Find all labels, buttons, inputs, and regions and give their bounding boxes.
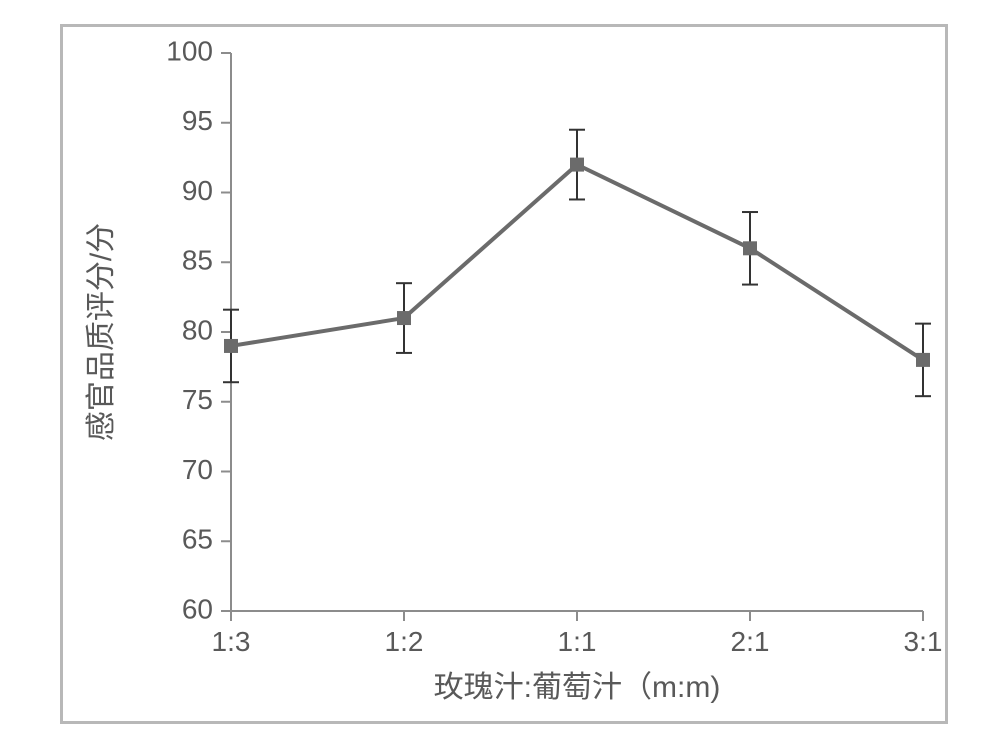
y-tick-label: 60 [182,593,213,624]
x-tick-label: 2:1 [731,626,770,657]
x-tick-label: 1:3 [212,626,251,657]
chart-figure: 60 65 70 75 80 85 90 95 100 1:3 1:2 1:1 2:1 3:1 感官品质评分… [0,0,1000,747]
y-tick-label: 95 [182,105,213,136]
y-tick-label: 85 [182,245,213,276]
x-tick-label: 1:2 [385,626,424,657]
x-tick-label: 3:1 [904,626,943,657]
y-tick-label: 75 [182,384,213,415]
data-marker [916,353,930,367]
y-tick-label: 100 [166,35,213,66]
chart-frame: 60 65 70 75 80 85 90 95 100 1:3 1:2 1:1 2:1 3:1 感官品质评分… [60,24,948,724]
data-marker [224,339,238,353]
y-tick-label: 65 [182,524,213,555]
x-tick-label: 1:1 [558,626,597,657]
chart-canvas: 60 65 70 75 80 85 90 95 100 1:3 1:2 1:1 2:1 3:1 感官品质评分… [63,27,945,721]
data-marker [397,311,411,325]
data-marker [570,158,584,172]
y-tick-label: 90 [182,175,213,206]
data-marker [743,241,757,255]
y-axis-label: 感官品质评分/分 [85,223,118,441]
x-axis-label: 玫瑰汁:葡萄汁（m:m) [434,671,721,704]
y-tick-label: 70 [182,454,213,485]
y-tick-label: 80 [182,314,213,345]
